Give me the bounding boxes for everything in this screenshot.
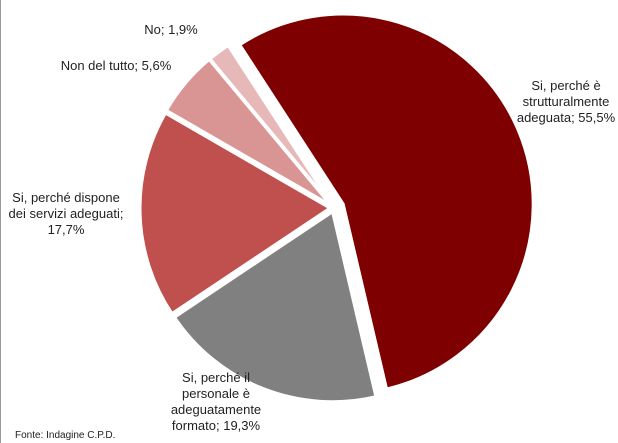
slice-label: Si, perché è strutturalmente adeguata; 5…	[516, 78, 616, 125]
pie-slice	[207, 43, 333, 206]
source: Fonte: Indagine C.P.D.	[15, 430, 116, 441]
slice-label: Si, perché il personale è adeguatamente …	[170, 370, 262, 433]
pie-slice	[138, 111, 333, 316]
slice-label: No; 1,9%	[144, 22, 198, 37]
slice-label: Non del tutto; 5,6%	[60, 58, 172, 73]
pie-slice	[237, 12, 535, 391]
pie-slice	[172, 209, 378, 404]
slice-label: Si, perché dispone dei servizi adeguati;…	[8, 190, 124, 237]
